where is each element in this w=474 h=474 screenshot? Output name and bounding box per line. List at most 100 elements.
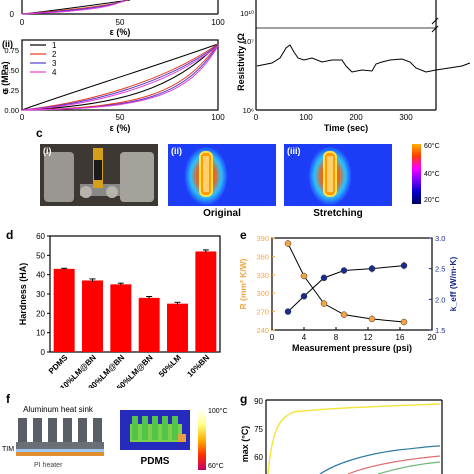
panel-a-x-tick: 0 bbox=[20, 113, 25, 122]
panel-f-colorbar bbox=[198, 410, 206, 470]
panel-e-line-chart: 240 270 300 330 360 390 1.5 2.0 2.5 3.0 0 4 8 12 16 20 M… bbox=[238, 234, 458, 353]
panel-e-left-ylabel: R (mm² K/W) bbox=[238, 258, 248, 309]
panel-e-resistance-line bbox=[287, 243, 405, 323]
panel-f-tim-label: TIM bbox=[2, 446, 14, 453]
panel-d-plot-frame bbox=[49, 235, 221, 353]
panel-g-series bbox=[267, 403, 441, 474]
panel-c-caption-stretching: Stretching bbox=[313, 208, 363, 219]
panel-f-schematic: Aluminum heat sink TIM PI heater bbox=[2, 405, 104, 469]
panel-a-curve-2 bbox=[21, 43, 219, 111]
panel-e-resistance-point bbox=[300, 272, 308, 280]
panel-a-legend-label: 3 bbox=[52, 59, 57, 68]
panel-e-label: e bbox=[240, 228, 247, 242]
pi-heater-layer bbox=[16, 452, 104, 456]
panel-b-y-tick: 10¹⁰ bbox=[240, 9, 254, 18]
panel-c-caption-original: Original bbox=[203, 208, 241, 219]
panel-g-series bbox=[319, 445, 441, 474]
panel-c-thermal-stretching: (iii) bbox=[284, 144, 392, 206]
panel-a-top-xlabel: ε (%) bbox=[110, 27, 131, 37]
panel-a-top-x-tick: 0 bbox=[20, 18, 25, 27]
panel-a-xlabel: ε (%) bbox=[110, 123, 131, 133]
panel-e-right-y-tick: 1.5 bbox=[435, 326, 445, 335]
panel-g-label: g bbox=[240, 392, 248, 406]
panel-e-conductivity-line bbox=[287, 265, 405, 312]
panel-e-x-tick: 4 bbox=[302, 333, 307, 342]
panel-a-legend-label: 2 bbox=[52, 50, 57, 59]
panel-g-series bbox=[377, 461, 441, 474]
panel-a-top-x-tick: 50 bbox=[116, 18, 125, 27]
panel-f-colorbar-tick: 100°C bbox=[208, 408, 228, 415]
panel-d-x-tick: 10%BN bbox=[185, 353, 211, 379]
panel-c-thermal-original: (ii) bbox=[168, 144, 276, 206]
panel-c-colorbar-tick: 60°C bbox=[424, 143, 440, 150]
panel-b-x-tick: 300 bbox=[399, 113, 413, 122]
panel-d-y-tick: 0 bbox=[41, 348, 46, 357]
panel-f-thermal-image bbox=[120, 410, 190, 450]
panel-e-left-y-tick: 240 bbox=[256, 326, 269, 335]
panel-g-y-tick: 60 bbox=[254, 453, 263, 462]
tim-layer bbox=[16, 449, 104, 452]
panel-d-y-tick: 10 bbox=[36, 329, 45, 338]
panel-e-resistance-point bbox=[340, 311, 348, 318]
panel-e-conductivity-point bbox=[400, 262, 408, 269]
panel-e-x-tick: 8 bbox=[334, 333, 339, 342]
panel-f-label: f bbox=[6, 392, 10, 406]
panel-e-right-y-tick: 2.5 bbox=[435, 265, 445, 274]
panel-e-left-y-tick: 300 bbox=[256, 289, 269, 298]
panel-e-left-y-tick: 360 bbox=[256, 252, 269, 261]
panel-e-right-y-tick: 2.0 bbox=[435, 295, 445, 304]
panel-b-y-tick: 10⁷ bbox=[243, 37, 254, 46]
panel-d-bar bbox=[138, 297, 160, 352]
panel-e-resistance-point bbox=[284, 240, 292, 247]
panel-e-right-y-tick: 3.0 bbox=[435, 234, 445, 243]
panel-c-photo-original: (i) bbox=[40, 144, 158, 206]
panel-d-y-tick: 60 bbox=[36, 232, 45, 241]
panel-e-resistance-point bbox=[400, 318, 408, 326]
panel-a-y-tick: 0.50 bbox=[4, 66, 19, 75]
panel-f-colorbar-tick: 60°C bbox=[208, 463, 224, 470]
panel-b-y-tick: 10⁶ bbox=[243, 106, 254, 115]
panel-d-bar bbox=[82, 280, 103, 352]
panel-a-top-x-tick: 100 bbox=[211, 18, 225, 27]
panel-a-top-strip: 0 0 50 100 ε (%) bbox=[10, 0, 225, 37]
panel-a-y-tick: 0.75 bbox=[4, 46, 19, 55]
panel-a-curve-1-unloading bbox=[21, 43, 219, 111]
panel-d-bar bbox=[195, 251, 217, 352]
panel-g-y-tick: 90 bbox=[254, 397, 263, 406]
panel-d-y-tick: 20 bbox=[36, 309, 45, 318]
panel-f-sample-label: PDMS bbox=[140, 456, 170, 467]
panel-d-y-tick: 30 bbox=[36, 290, 45, 299]
panel-a-legend-label: 4 bbox=[52, 68, 57, 77]
panel-b-x-tick: 200 bbox=[349, 113, 363, 122]
panel-e-plot-frame bbox=[271, 237, 433, 331]
panel-c-colorbar-tick: 20°C bbox=[424, 197, 440, 204]
panel-e-resistance-point bbox=[368, 315, 376, 323]
panel-b-axis-break bbox=[431, 17, 439, 33]
panel-e-resistance-point bbox=[320, 300, 328, 307]
panel-a-curve-3 bbox=[21, 44, 219, 111]
panel-e-left-y-tick: 330 bbox=[256, 271, 269, 280]
panel-e-x-tick: 20 bbox=[428, 333, 437, 342]
panel-e-right-ylabel: k_eff (W/m·K) bbox=[448, 256, 458, 311]
panel-a: 0 0 50 100 ε (%) (ii) σ (MPa) 0.00 0.25 … bbox=[0, 0, 225, 133]
panel-g-ylabel: max (°C) bbox=[240, 426, 250, 463]
panel-a-x-tick: 50 bbox=[116, 113, 125, 122]
panel-f-heater-label: PI heater bbox=[34, 462, 63, 469]
panel-d-ylabel: Hardness (HA) bbox=[18, 263, 28, 326]
panel-d-x-tick: PDMS bbox=[47, 353, 70, 376]
panel-b-x-tick: 100 bbox=[299, 113, 313, 122]
panel-a-curve-1-loading bbox=[21, 43, 219, 111]
panel-c-sublabel: (i) bbox=[43, 146, 52, 156]
panel-a-legend-label: 1 bbox=[52, 41, 57, 50]
panel-d-bar bbox=[167, 303, 188, 352]
panel-e-conductivity-point bbox=[368, 265, 376, 272]
panel-e-left-y-tick: 270 bbox=[256, 308, 269, 317]
panel-a-sub-label: (ii) bbox=[2, 39, 13, 49]
panel-e-conductivity-point bbox=[300, 293, 308, 300]
panel-f-heat-sink-label: Aluminum heat sink bbox=[23, 405, 94, 414]
panel-c-sublabel: (ii) bbox=[171, 146, 182, 156]
panel-b-ylabel: Resistivity (Ω bbox=[236, 33, 246, 91]
panel-d-bar bbox=[110, 284, 132, 352]
panel-g-series bbox=[347, 455, 441, 474]
